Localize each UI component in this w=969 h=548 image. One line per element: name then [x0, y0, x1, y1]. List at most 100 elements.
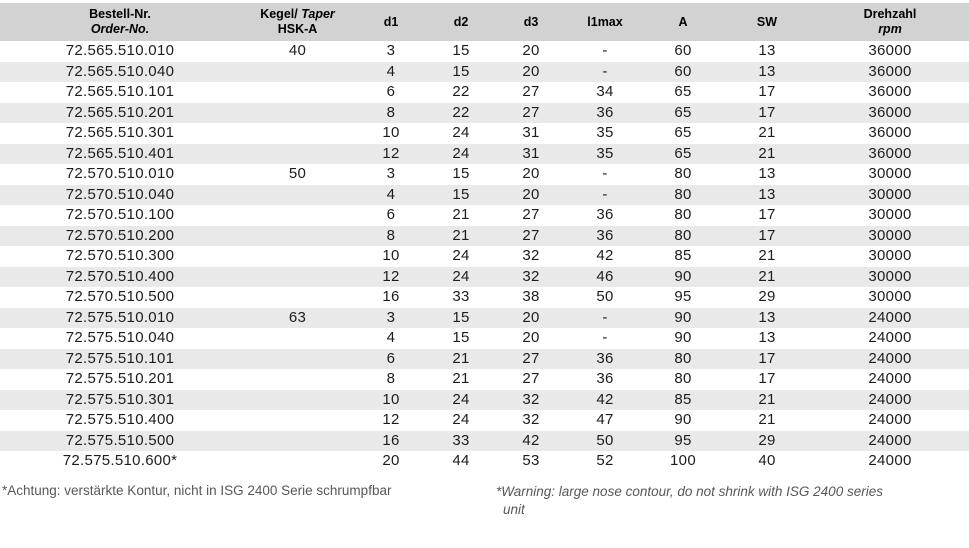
cell-a: 85	[674, 247, 692, 264]
cell-d1: 4	[355, 184, 427, 205]
cell-a: 85	[643, 389, 723, 410]
cell-l1max: 42	[596, 247, 614, 264]
cell-taper	[240, 61, 355, 82]
cell-l1max: 52	[596, 452, 614, 469]
cell-d3: 32	[495, 266, 567, 287]
cell-taper	[240, 82, 355, 103]
cell-rpm: 24000	[811, 348, 969, 369]
footnotes: *Achtung: verstärkte Kontur, nicht in IS…	[0, 483, 969, 519]
cell-taper	[240, 184, 355, 205]
cell-order-no: 72.570.510.500	[65, 288, 175, 305]
table-row: 72.575.510.500 16 33 42 50 95 29 24000	[0, 430, 969, 451]
table-row: 72.575.510.040 4 15 20 - 90 13 24000	[0, 328, 969, 349]
cell-rpm: 24000	[811, 389, 969, 410]
cell-d3: 31	[522, 124, 540, 141]
cell-rpm: 36000	[868, 83, 912, 100]
table-row: 72.575.510.600* 20 44 53 52 100 40 24000	[0, 451, 969, 472]
cell-l1max: -	[567, 184, 643, 205]
cell-d1: 6	[386, 83, 396, 100]
cell-rpm: 24000	[868, 452, 912, 469]
cell-d2: 33	[427, 430, 495, 451]
cell-taper: 40	[288, 42, 307, 59]
cell-l1max: 35	[567, 143, 643, 164]
table-row: 72.575.510.301 10 24 32 42 85 21 24000	[0, 389, 969, 410]
cell-taper	[240, 287, 355, 308]
col-header-d3: d3	[495, 3, 567, 41]
cell-d3: 53	[522, 452, 540, 469]
cell-rpm: 36000	[811, 143, 969, 164]
table-row: 72.570.510.500 16 33 38 50 95 29 30000	[0, 287, 969, 308]
hsk-a-label: HSK-A	[277, 22, 318, 36]
table-row: 72.575.510.101 6 21 27 36 80 17 24000	[0, 348, 969, 369]
table-row: 72.570.510.300 10 24 32 42 85 21 30000	[0, 246, 969, 267]
cell-d1: 12	[355, 143, 427, 164]
cell-l1max: -	[602, 329, 608, 346]
cell-d2: 33	[452, 288, 470, 305]
header-row: Bestell-Nr. Order-No. Kegel/ Taper HSK-A…	[0, 3, 969, 41]
cell-taper	[240, 225, 355, 246]
cell-l1max: 35	[596, 124, 614, 141]
cell-d1: 4	[386, 329, 396, 346]
cell-sw: 13	[758, 329, 776, 346]
cell-order-no: 72.570.510.010	[65, 165, 175, 182]
cell-d3: 32	[522, 247, 540, 264]
cell-l1max: 36	[596, 370, 614, 387]
table-row: 72.565.510.301 10 24 31 35 65 21 36000	[0, 123, 969, 144]
cell-rpm: 24000	[811, 430, 969, 451]
cell-sw: 21	[723, 143, 811, 164]
cell-order-no: 72.575.510.040	[65, 329, 175, 346]
cell-rpm: 30000	[868, 165, 912, 182]
cell-a: 100	[670, 452, 696, 469]
cell-l1max: 42	[567, 389, 643, 410]
cell-rpm: 30000	[811, 266, 969, 287]
cell-sw: 17	[723, 348, 811, 369]
col-header-l1max: l1max	[567, 3, 643, 41]
cell-order-no: 72.565.510.401	[0, 143, 240, 164]
table-row: 72.565.510.101 6 22 27 34 65 17 36000	[0, 82, 969, 103]
cell-d3: 20	[495, 61, 567, 82]
cell-sw: 29	[723, 430, 811, 451]
cell-l1max: -	[567, 61, 643, 82]
footnote-german: *Achtung: verstärkte Kontur, nicht in IS…	[2, 482, 392, 498]
cell-d3: 32	[495, 389, 567, 410]
cell-d1: 16	[355, 430, 427, 451]
table-row: 72.565.510.401 12 24 31 35 65 21 36000	[0, 143, 969, 164]
cell-d3: 31	[495, 143, 567, 164]
cell-order-no: 72.570.510.100	[65, 206, 175, 223]
cell-d2: 24	[452, 247, 470, 264]
cell-d2: 21	[452, 370, 470, 387]
cell-taper	[240, 389, 355, 410]
cell-l1max: -	[602, 165, 608, 182]
cell-d2: 44	[452, 452, 470, 469]
col-header-taper: Kegel/ Taper HSK-A	[240, 3, 355, 41]
speed-label-en: rpm	[878, 22, 902, 36]
cell-sw: 17	[758, 83, 776, 100]
cell-rpm: 30000	[868, 288, 912, 305]
cell-sw: 17	[723, 225, 811, 246]
col-header-speed: Drehzahl rpm	[811, 3, 969, 41]
cell-d1: 8	[386, 370, 396, 387]
cell-order-no: 72.575.510.201	[65, 370, 175, 387]
cell-d2: 15	[427, 61, 495, 82]
cell-d2: 24	[452, 124, 470, 141]
cell-d1: 6	[386, 206, 396, 223]
cell-a: 95	[643, 430, 723, 451]
cell-a: 60	[674, 42, 692, 59]
order-no-label-de: Bestell-Nr.	[89, 7, 151, 21]
cell-taper	[240, 143, 355, 164]
cell-d3: 20	[522, 329, 540, 346]
cell-d2: 15	[452, 165, 470, 182]
cell-order-no: 72.570.510.300	[65, 247, 175, 264]
col-header-d2: d2	[427, 3, 495, 41]
cell-d2: 24	[452, 411, 470, 428]
cell-l1max: 34	[596, 83, 614, 100]
cell-sw: 13	[758, 42, 776, 59]
cell-d3: 20	[495, 184, 567, 205]
cell-rpm: 36000	[868, 124, 912, 141]
cell-d2: 22	[452, 83, 470, 100]
cell-d1: 8	[355, 102, 427, 123]
table-row: 72.575.510.010 63 3 15 20-90 13 24000	[0, 307, 969, 328]
cell-sw: 17	[723, 102, 811, 123]
cell-order-no: 72.565.510.101	[65, 83, 175, 100]
cell-d1: 10	[382, 124, 400, 141]
